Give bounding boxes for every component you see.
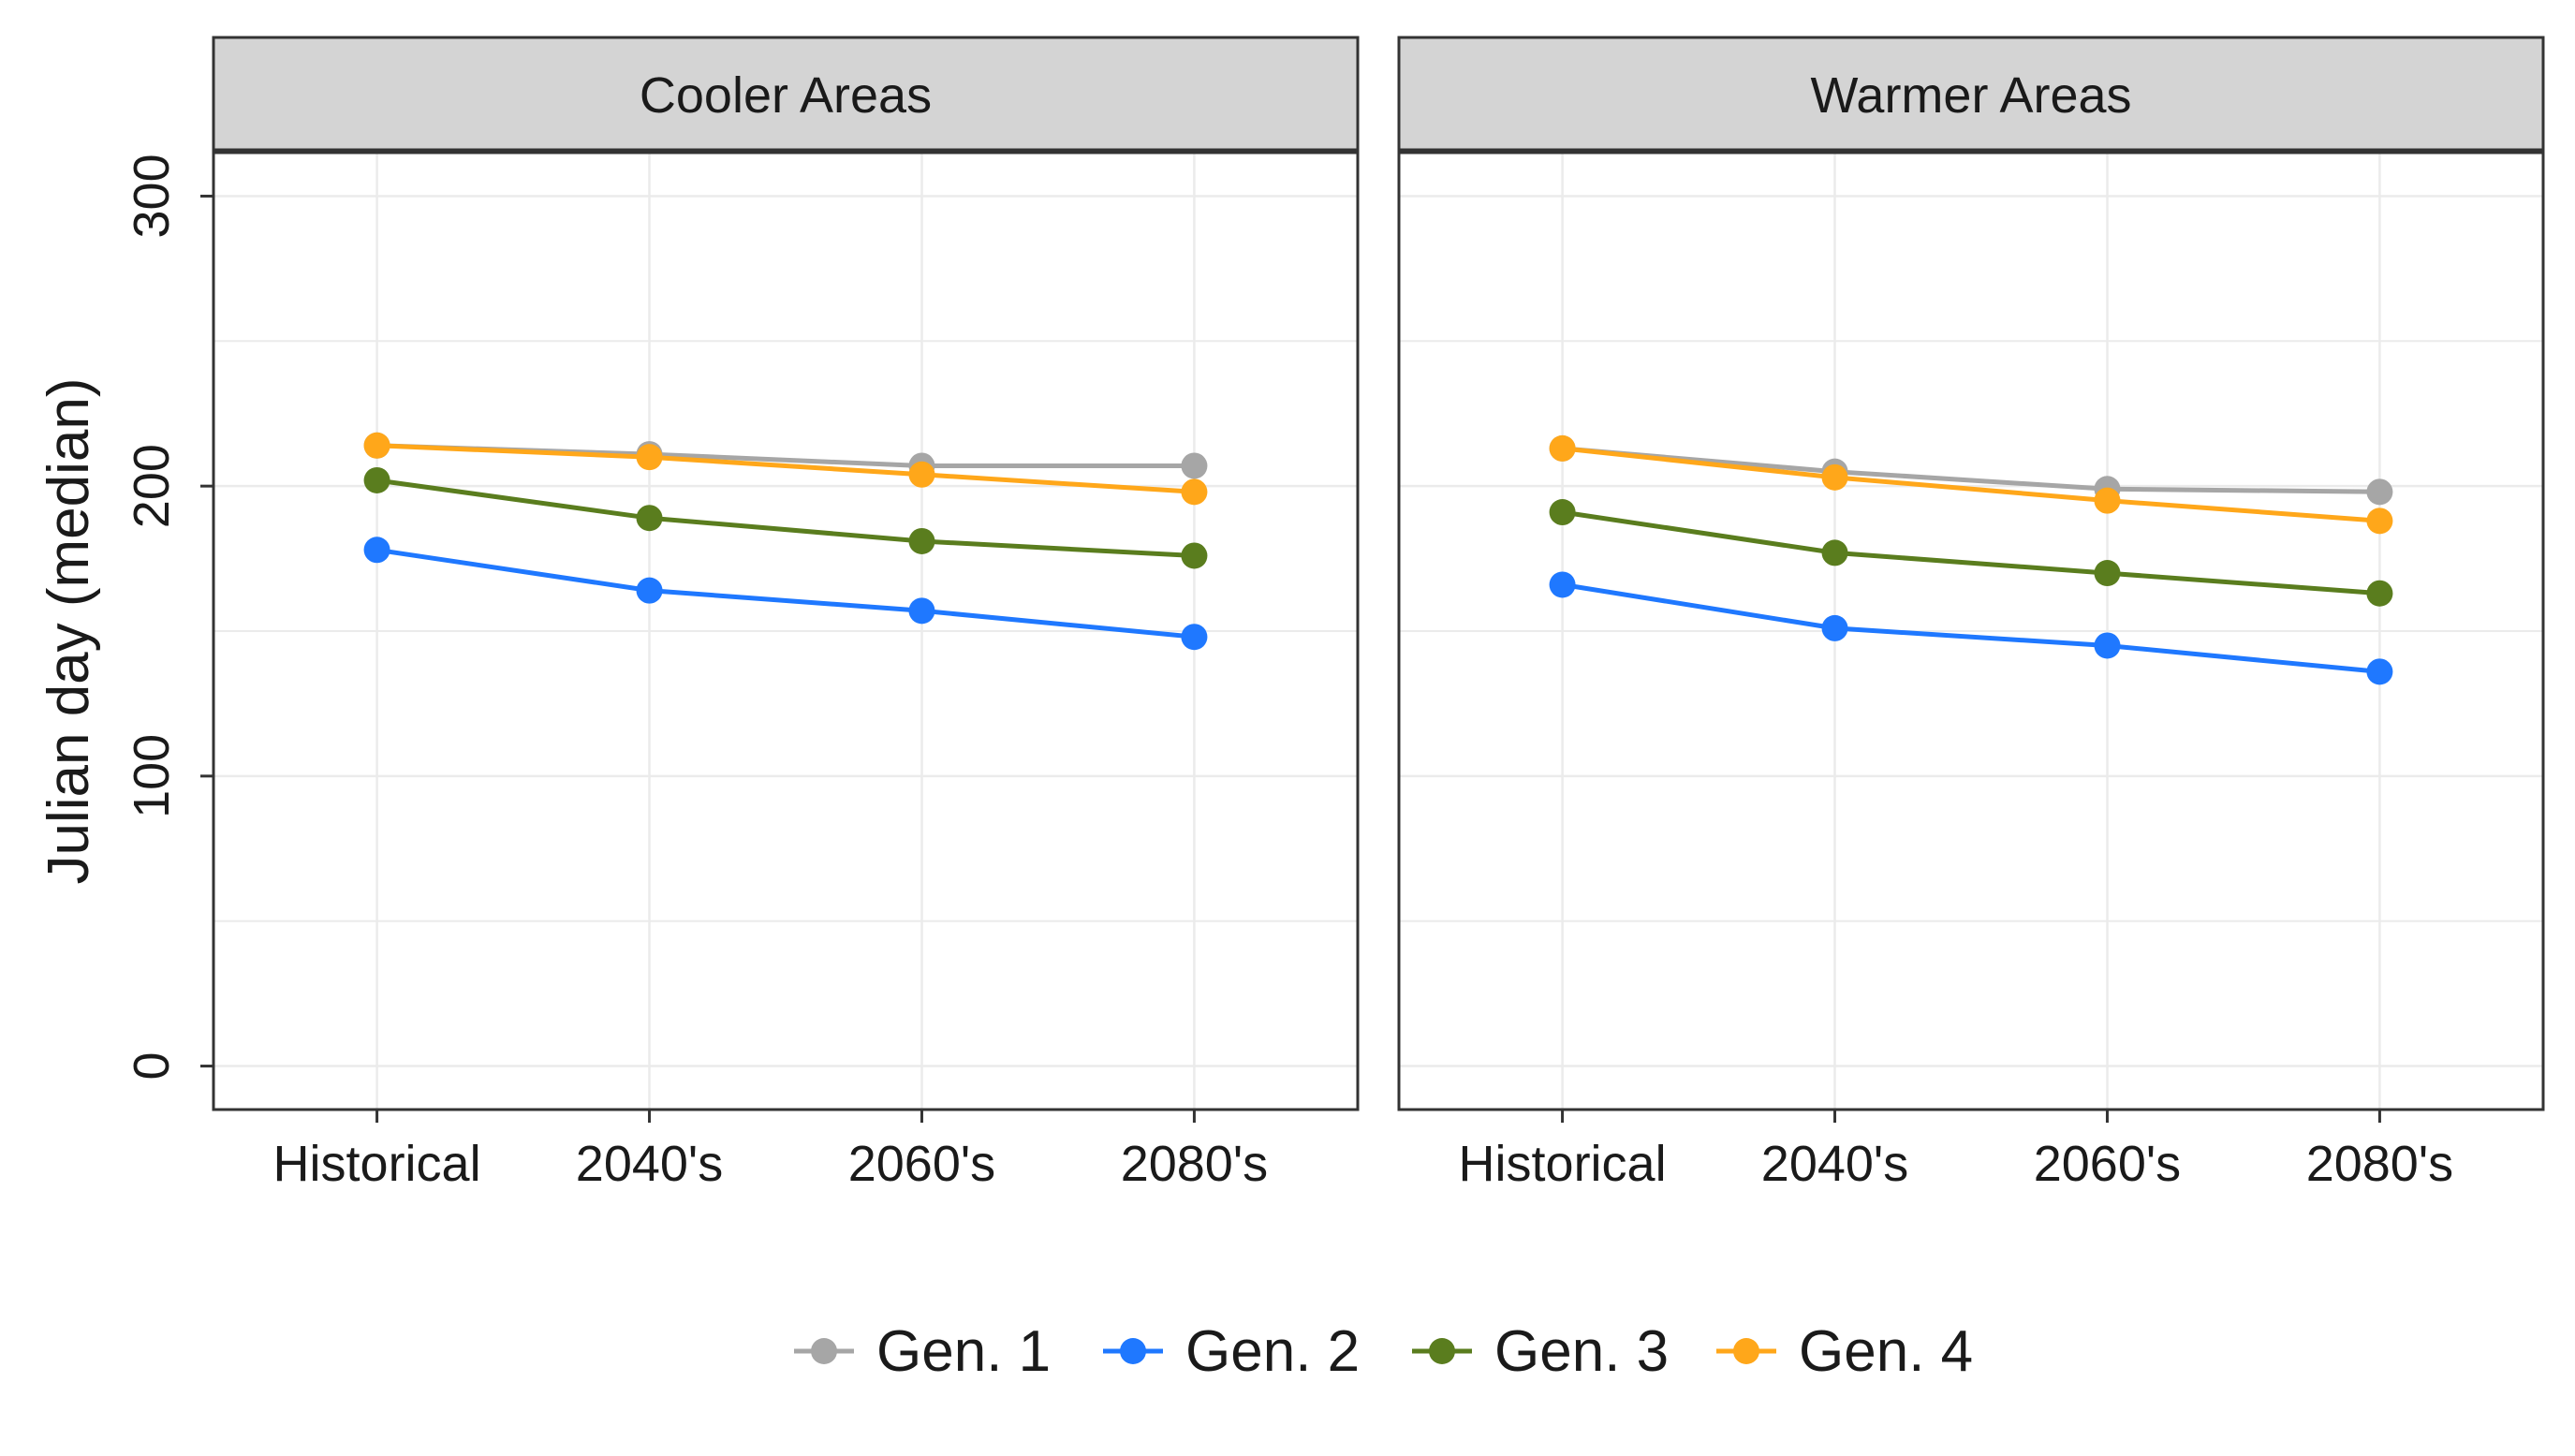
panel-1-data-point-gen-4 [1821,463,1848,491]
panel-1-strip-title: Warmer Areas [1810,67,2131,124]
legend-label-gen-1: Gen. 1 [876,1319,1051,1384]
y-tick-label: 0 [124,1052,180,1081]
panel-1-x-tick-label: 2040's [1761,1136,1908,1192]
y-axis-title: Julian day (median) [37,377,101,884]
panel-1-series-line-gen-4 [1562,446,2380,523]
panel-0-data-point-gen-3 [636,505,663,532]
panel-1-data-point-gen-4 [2366,507,2393,535]
legend-key-point-gen-1 [811,1338,837,1364]
panel-0-data-point-gen-3 [908,527,935,554]
panel-1-data-point-gen-2 [2366,658,2393,685]
panel-0-x-tick-label: Historical [273,1136,481,1192]
panel-0-data-point-gen-2 [636,577,663,604]
panel-0-x-tick-label: 2080's [1121,1136,1268,1192]
panel-0-data-point-gen-4 [363,432,390,459]
panel-1-border [1397,151,2545,1111]
panel-1-data-point-gen-4 [2094,487,2121,514]
panel-1-data-point-gen-3 [1549,499,1576,526]
legend-key-point-gen-2 [1120,1338,1146,1364]
panel-1-data-point-gen-3 [2094,560,2121,587]
panel-0-data-point-gen-1 [1181,452,1208,479]
legend-label-gen-2: Gen. 2 [1185,1319,1360,1384]
y-tick-label: 200 [124,444,180,528]
legend-key-point-gen-3 [1429,1338,1455,1364]
panel-0-data-point-gen-4 [908,461,935,488]
panel-0-data-point-gen-2 [908,597,935,625]
panel-0-border [212,151,1360,1111]
panel-1-data-point-gen-3 [1821,539,1848,566]
legend-label-gen-4: Gen. 4 [1799,1319,1973,1384]
panel-1-series-line-gen-3 [1562,509,2380,596]
panel-0-data-point-gen-4 [1181,478,1208,506]
panel-1-data-point-gen-3 [2366,580,2393,607]
panel-1-x-tick-label: 2080's [2306,1136,2453,1192]
panel-1-series-line-gen-1 [1562,446,2380,494]
legend-label-gen-3: Gen. 3 [1494,1319,1669,1384]
panel-0-x-tick-label: 2040's [576,1136,723,1192]
y-tick-label: 100 [124,734,180,818]
panel-1-series-line-gen-2 [1562,581,2380,674]
panel-0-data-point-gen-3 [1181,542,1208,569]
panel-0-strip [212,36,1360,152]
panel-1-data-point-gen-2 [1821,614,1848,641]
panel-1-data-point-gen-2 [2094,632,2121,659]
panel-0-data-point-gen-4 [636,444,663,471]
panel-0-x-tick-label: 2060's [848,1136,995,1192]
legend-key-point-gen-4 [1733,1338,1759,1364]
panel-0-series-line-gen-4 [376,443,1195,494]
panel-0-data-point-gen-2 [363,537,390,564]
y-tick-label: 300 [124,154,180,238]
panel-0-strip-title: Cooler Areas [640,67,932,124]
panel-1-x-tick-label: 2060's [2034,1136,2181,1192]
panel-1-data-point-gen-2 [1549,571,1576,598]
panel-1-x-tick-label: Historical [1459,1136,1667,1192]
panel-0-data-point-gen-3 [363,466,390,493]
panel-1-strip [1397,36,2545,152]
panel-1-data-point-gen-4 [1549,434,1576,462]
panel-0-series-line-gen-3 [376,478,1195,558]
panel-0-data-point-gen-2 [1181,624,1208,651]
panel-0-series-line-gen-2 [376,547,1195,640]
panel-1-data-point-gen-1 [2366,478,2393,506]
